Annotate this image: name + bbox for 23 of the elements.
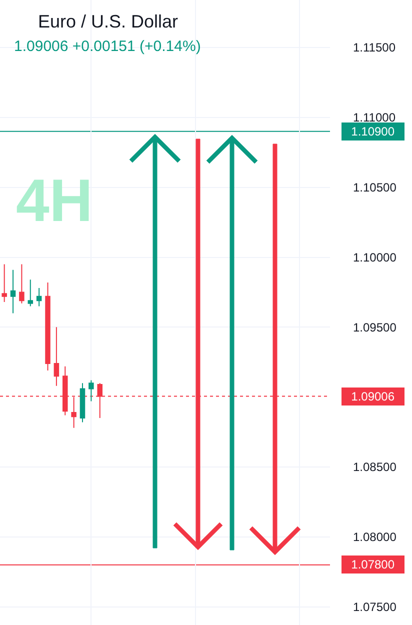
candlestick xyxy=(54,326,60,386)
annotation: 4H xyxy=(16,167,93,234)
y-tick-label: 1.10500 xyxy=(353,180,397,195)
y-tick-label: 1.08000 xyxy=(353,530,397,544)
candlestick xyxy=(10,269,16,314)
y-tick-label: 1.10000 xyxy=(353,250,397,264)
candlestick xyxy=(28,279,34,307)
y-tick-label: 1.11500 xyxy=(353,40,396,55)
y-tick-label: 1.08500 xyxy=(353,460,397,474)
ref-line-label: 1.07800 xyxy=(351,558,395,572)
candlestick xyxy=(19,264,24,304)
candlestick xyxy=(80,382,86,423)
candlestick xyxy=(2,264,7,303)
text: 1.09006 +0.00151 (+0.14%) xyxy=(14,38,201,55)
candlestick xyxy=(36,288,42,307)
y-tick-label: 1.09500 xyxy=(353,320,397,334)
y-tick-label: 1.07500 xyxy=(353,600,397,614)
candlestick xyxy=(45,282,50,372)
text: Euro / U.S. Dollar xyxy=(38,11,178,32)
y-tick-label: 1.11000 xyxy=(353,110,396,125)
ref-line-label: 1.09006 xyxy=(351,390,395,404)
ref-line-label: 1.10900 xyxy=(351,124,395,138)
candlestick xyxy=(88,380,94,402)
